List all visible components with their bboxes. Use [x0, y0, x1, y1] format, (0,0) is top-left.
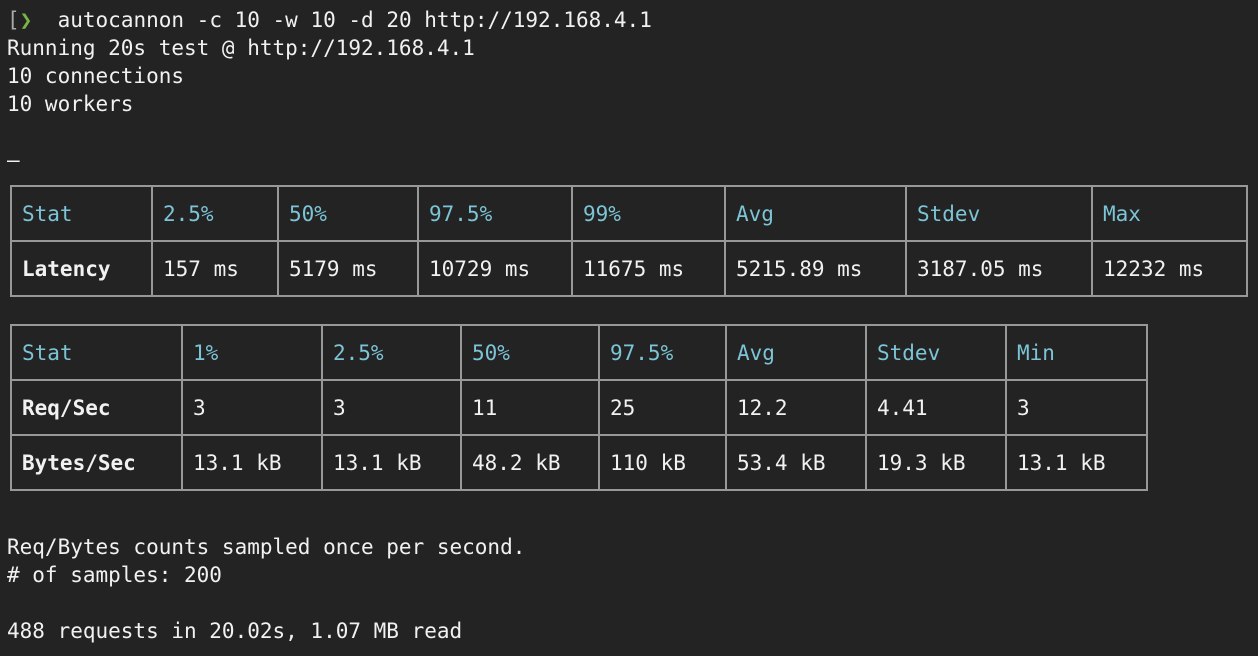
samples-count-line: # of samples: 200: [7, 563, 222, 587]
row-label-cell: Bytes/Sec: [10, 434, 183, 491]
header-cell: 99%: [571, 185, 726, 242]
header-cell: Avg: [724, 185, 907, 242]
table-row: Bytes/Sec 13.1 kB 13.1 kB 48.2 kB 110 kB 53.4…: [10, 434, 1148, 491]
data-cell: 11675 ms: [571, 240, 726, 297]
header-cell: Stdev: [865, 324, 1007, 381]
header-cell: 97.5%: [598, 324, 727, 381]
prompt-spacer: [32, 8, 57, 32]
prompt-chevron-icon: ❯: [19, 8, 33, 32]
data-cell: 5179 ms: [277, 240, 419, 297]
data-cell: 3: [1005, 379, 1148, 436]
running-test-line: Running 20s test @ http://192.168.4.1: [7, 36, 475, 60]
data-cell: 3: [321, 379, 462, 436]
workers-line: 10 workers: [7, 92, 134, 116]
data-cell: 25: [598, 379, 727, 436]
header-cell: 97.5%: [417, 185, 573, 242]
header-cell: 2.5%: [151, 185, 279, 242]
data-cell: 4.41: [865, 379, 1007, 436]
data-cell: 53.4 kB: [725, 434, 867, 491]
data-cell: 13.1 kB: [181, 434, 323, 491]
header-cell: 1%: [181, 324, 323, 381]
rates-table: Stat 1% 2.5% 50% 97.5% Avg Stdev Min Req/Sec 3 3 11…: [10, 324, 1148, 491]
summary-line: 488 requests in 20.02s, 1.07 MB read: [7, 619, 463, 643]
latency-table: Stat 2.5% 50% 97.5% 99% Avg Stdev Max Latency 157…: [10, 185, 1248, 297]
data-cell: 5215.89 ms: [724, 240, 907, 297]
connections-line: 10 connections: [7, 64, 185, 88]
prompt-bracket: [: [7, 8, 20, 32]
data-cell: 12.2: [725, 379, 867, 436]
footer-block: Req/Bytes counts sampled once per second…: [7, 533, 1258, 645]
data-cell: 3187.05 ms: [905, 240, 1093, 297]
row-label-cell: Latency: [10, 240, 153, 297]
data-cell: 10729 ms: [417, 240, 573, 297]
table-row: Latency 157 ms 5179 ms 10729 ms 11675 ms 5215…: [10, 240, 1248, 297]
data-cell: 13.1 kB: [1005, 434, 1148, 491]
data-cell: 3: [181, 379, 323, 436]
command-line: [❯ autocannon -c 10 -w 10 -d 20 http://1…: [7, 6, 1258, 34]
blank-line: [7, 589, 1258, 617]
header-cell: 50%: [460, 324, 600, 381]
header-cell: Stat: [10, 324, 183, 381]
header-cell: Max: [1091, 185, 1248, 242]
header-cell: 50%: [277, 185, 419, 242]
sampled-note-line: Req/Bytes counts sampled once per second…: [7, 535, 526, 559]
row-label-cell: Req/Sec: [10, 379, 183, 436]
table-row: Req/Sec 3 3 11 25 12.2 4.41 3: [10, 379, 1148, 436]
data-cell: 12232 ms: [1091, 240, 1248, 297]
header-cell: Min: [1005, 324, 1148, 381]
data-cell: 48.2 kB: [460, 434, 600, 491]
header-cell: 2.5%: [321, 324, 462, 381]
data-cell: 19.3 kB: [865, 434, 1007, 491]
header-cell: Stat: [10, 185, 153, 242]
command-text: autocannon -c 10 -w 10 -d 20 http://192.…: [57, 8, 652, 32]
data-cell: 157 ms: [151, 240, 279, 297]
data-cell: 13.1 kB: [321, 434, 462, 491]
header-cell: Stdev: [905, 185, 1093, 242]
table-header-row: Stat 1% 2.5% 50% 97.5% Avg Stdev Min: [10, 324, 1148, 381]
data-cell: 110 kB: [598, 434, 727, 491]
data-cell: 11: [460, 379, 600, 436]
table-header-row: Stat 2.5% 50% 97.5% 99% Avg Stdev Max: [10, 185, 1248, 242]
blank-line: [7, 118, 1258, 146]
header-cell: Avg: [725, 324, 867, 381]
spinner-dash: –: [7, 148, 20, 172]
